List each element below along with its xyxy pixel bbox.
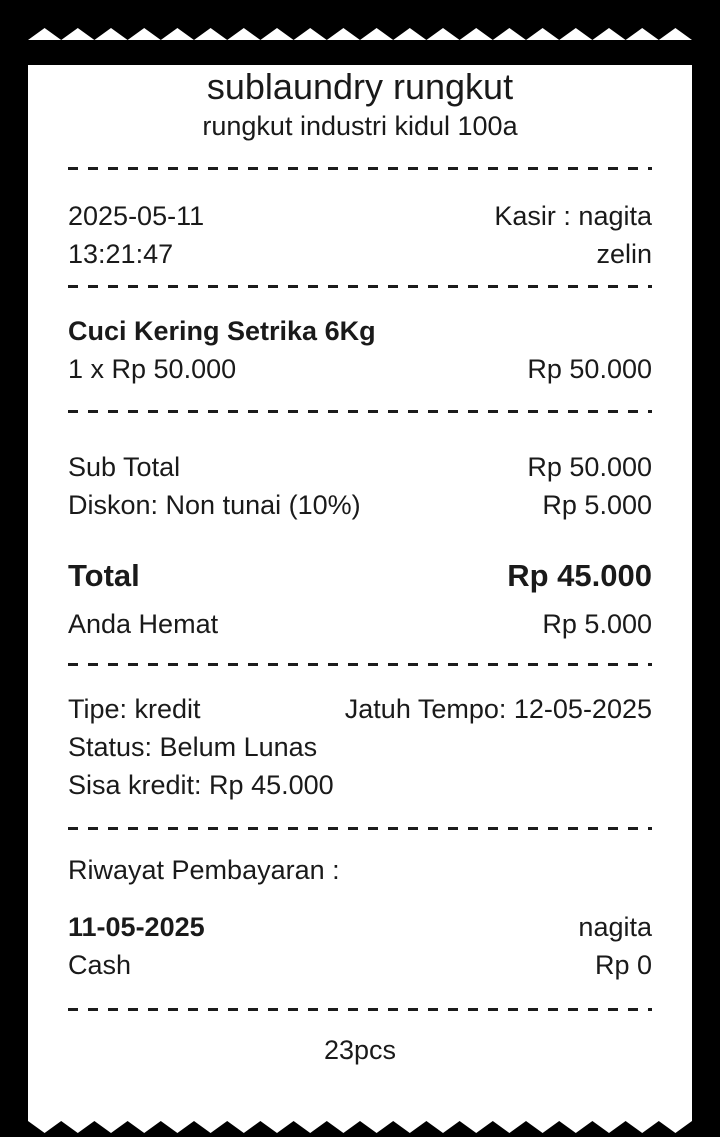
store-name: sublaundry rungkut <box>206 66 514 107</box>
savings-value: Rp 5.000 <box>542 609 652 639</box>
payment-cashier: nagita <box>578 912 652 942</box>
savings-label: Anda Hemat <box>68 609 219 639</box>
savings-row: Anda Hemat Rp 5.000 <box>68 605 652 643</box>
cashier-label: Kasir : nagita <box>494 201 652 231</box>
divider <box>68 1008 652 1011</box>
credit-due: Jatuh Tempo: 12-05-2025 <box>344 694 652 724</box>
item-amount: Rp 50.000 <box>527 354 652 384</box>
torn-edge-bottom <box>28 1121 692 1133</box>
item-qty-price: 1 x Rp 50.000 <box>68 354 237 384</box>
cashier-name-2: zelin <box>596 239 652 269</box>
subtotal-row: Sub Total Rp 50.000 <box>68 448 652 486</box>
payment-method: Cash <box>68 950 132 980</box>
payment-history-heading-row: Riwayat Pembayaran : <box>68 851 652 889</box>
item-name: Cuci Kering Setrika 6Kg <box>68 316 376 346</box>
receipt-date: 2025-05-11 <box>68 201 205 231</box>
total-label: Total <box>68 558 140 593</box>
payment-entry-row-2: Cash Rp 0 <box>68 946 652 984</box>
receipt: sublaundry rungkut rungkut industri kidu… <box>28 28 692 1133</box>
pieces-count: 23pcs <box>323 1035 397 1065</box>
payment-entry-row-1: 11-05-2025 nagita <box>68 908 652 946</box>
payment-history-heading: Riwayat Pembayaran : <box>68 855 340 885</box>
discount-row: Diskon: Non tunai (10%) Rp 5.000 <box>68 486 652 524</box>
subtotal-label: Sub Total <box>68 452 181 482</box>
payment-date: 11-05-2025 <box>68 912 205 942</box>
credit-remaining: Sisa kredit: Rp 45.000 <box>68 770 334 800</box>
credit-type: Tipe: kredit <box>68 694 201 724</box>
divider <box>68 167 652 170</box>
torn-edge-top <box>28 28 692 40</box>
payment-amount: Rp 0 <box>594 950 652 980</box>
receipt-paper: sublaundry rungkut rungkut industri kidu… <box>28 65 692 1121</box>
divider <box>68 285 652 288</box>
store-address: rungkut industri kidul 100a <box>202 111 518 141</box>
receipt-time: 13:21:47 <box>68 239 174 269</box>
divider <box>68 663 652 666</box>
divider <box>68 827 652 830</box>
discount-value: Rp 5.000 <box>542 490 652 520</box>
credit-remaining-row: Sisa kredit: Rp 45.000 <box>68 766 652 804</box>
total-row: Total Rp 45.000 <box>68 554 652 598</box>
credit-type-row: Tipe: kredit Jatuh Tempo: 12-05-2025 <box>68 690 652 728</box>
total-value: Rp 45.000 <box>507 558 652 593</box>
credit-status: Status: Belum Lunas <box>68 732 318 762</box>
discount-label: Diskon: Non tunai (10%) <box>68 490 361 520</box>
item-detail-row: 1 x Rp 50.000 Rp 50.000 <box>68 350 652 388</box>
meta-row-1: 2025-05-11 Kasir : nagita <box>68 197 652 235</box>
divider <box>68 410 652 413</box>
meta-row-2: 13:21:47 zelin <box>68 235 652 273</box>
subtotal-value: Rp 50.000 <box>527 452 652 482</box>
credit-status-row: Status: Belum Lunas <box>68 728 652 766</box>
